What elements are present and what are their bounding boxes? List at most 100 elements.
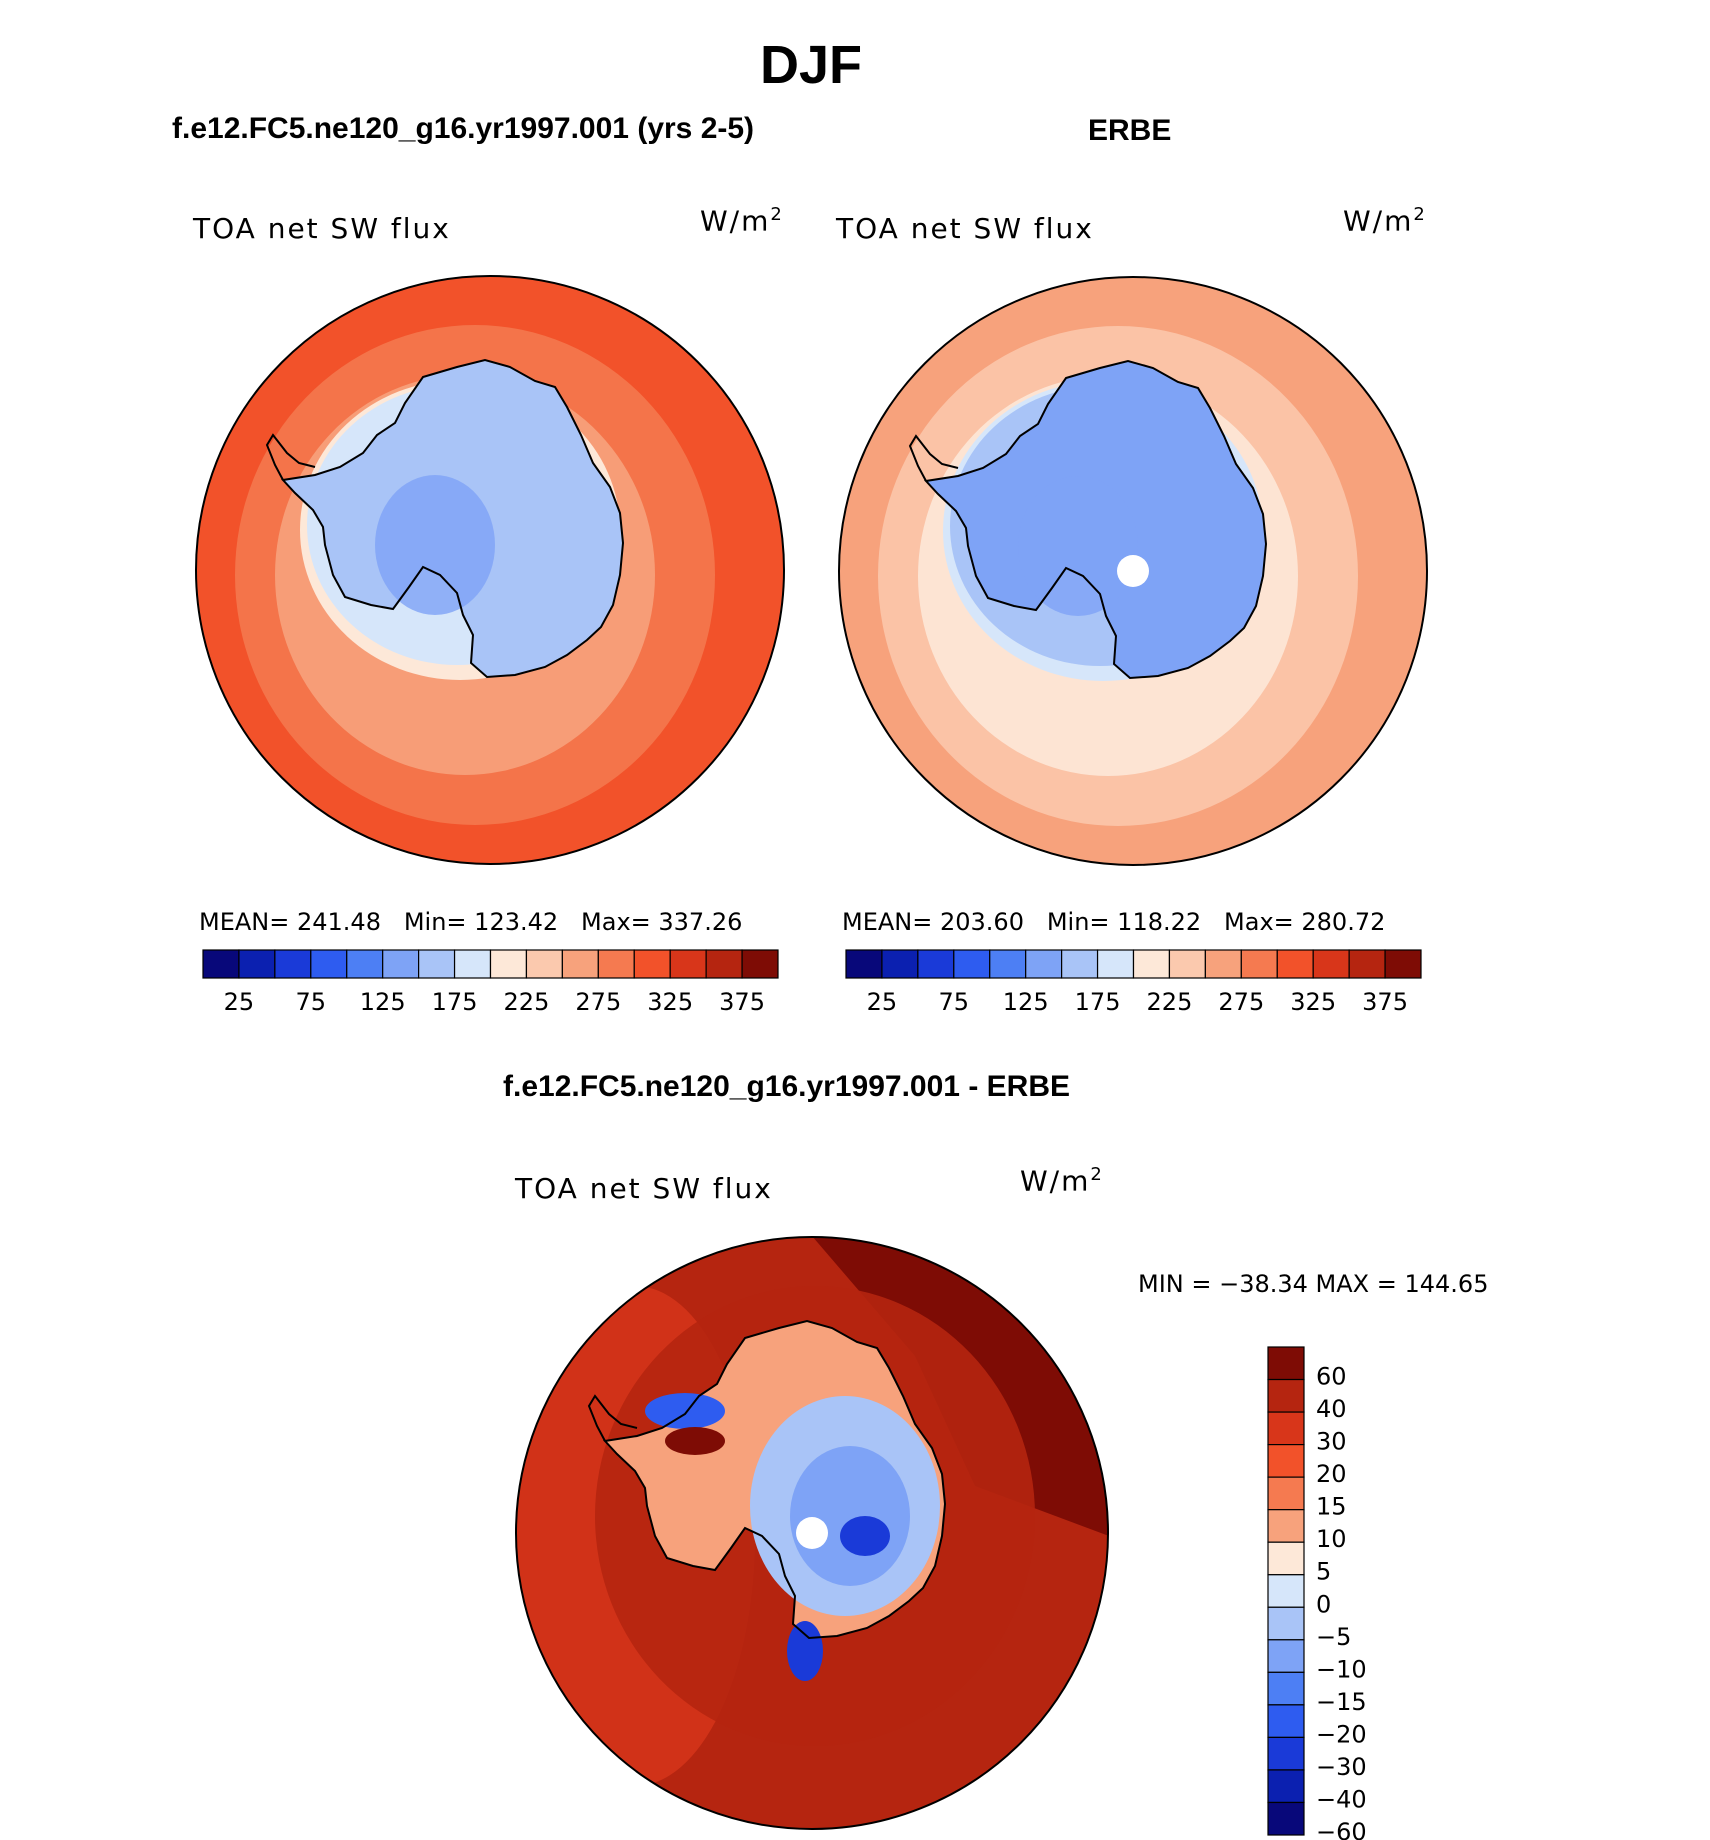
colorbar-box <box>1204 949 1242 979</box>
obs-case-title: ERBE <box>1088 114 1172 147</box>
colorbar-box <box>202 949 240 979</box>
model-stats: MEAN= 241.48 Min= 123.42 Max= 337.26 <box>199 908 743 936</box>
colorbar-tick-label: 275 <box>1218 988 1264 1016</box>
diff-case-title: f.e12.FC5.ne120_g16.yr1997.001 - ERBE <box>503 1070 1070 1103</box>
colorbar-box <box>1267 1671 1305 1706</box>
colorbar-box <box>1267 1541 1305 1576</box>
colorbar-box <box>1267 1769 1305 1804</box>
colorbar-box <box>1025 949 1063 979</box>
colorbar-box <box>1267 1443 1305 1478</box>
colorbar-box <box>1061 949 1099 979</box>
colorbar-box <box>1267 1378 1305 1413</box>
colorbar-tick-label: 325 <box>1290 988 1336 1016</box>
colorbar-box <box>489 949 528 979</box>
colorbar-box <box>1348 949 1386 979</box>
plateau-low <box>1018 476 1138 616</box>
diff-polar-map <box>515 1236 1109 1830</box>
colorbar-box <box>1276 949 1314 979</box>
colorbar-tick-label: 125 <box>1003 988 1049 1016</box>
colorbar-box <box>525 949 563 979</box>
diff-variable-label: TOA net SW flux <box>515 1172 773 1205</box>
colorbar-tick-label: 15 <box>1316 1493 1347 1521</box>
colorbar-box <box>633 949 671 979</box>
colorbar-box <box>597 949 635 979</box>
colorbar-tick-label: 40 <box>1316 1395 1347 1423</box>
season-title: DJF <box>759 35 862 95</box>
diff-peninsula-coastline <box>587 1394 638 1442</box>
diff-weddell-negative <box>645 1393 725 1429</box>
colorbar-box <box>1168 949 1206 979</box>
colorbar-tick-label: 125 <box>360 988 406 1016</box>
colorbar-tick-label: −5 <box>1316 1623 1351 1651</box>
diff-ross-negative <box>787 1621 823 1681</box>
colorbar-tick-label: 225 <box>1147 988 1193 1016</box>
colorbar-tick-label: 60 <box>1316 1363 1347 1391</box>
diff-peninsula-positive <box>665 1427 725 1455</box>
colorbar-tick-label: 375 <box>719 988 765 1016</box>
colorbar-box <box>989 949 1027 979</box>
colorbar-box <box>310 949 348 979</box>
colorbar-box <box>741 949 779 979</box>
colorbar-tick-label: 75 <box>939 988 970 1016</box>
colorbar-tick-label: −15 <box>1316 1688 1367 1716</box>
obs-colorbar: 25 75 125 175 225 275 325 375 <box>845 949 1422 1016</box>
colorbar-tick-label: −30 <box>1316 1753 1367 1781</box>
colorbar-tick-label: −60 <box>1316 1818 1367 1840</box>
diff-pole-gap <box>796 1517 828 1549</box>
colorbar-tick-label: −10 <box>1316 1655 1367 1683</box>
colorbar-box <box>1312 949 1350 979</box>
model-units-label: W/m2 <box>700 204 784 238</box>
colorbar-box <box>274 949 312 979</box>
colorbar-box <box>1384 949 1422 979</box>
colorbar-box <box>1267 1704 1305 1739</box>
colorbar-box <box>705 949 743 979</box>
model-variable-label: TOA net SW flux <box>193 212 451 245</box>
colorbar-box <box>1240 949 1278 979</box>
pole-gap <box>1117 555 1149 587</box>
colorbar-tick-label: 175 <box>432 988 478 1016</box>
colorbar-box <box>453 949 492 979</box>
map-border <box>838 276 1428 866</box>
colorbar-box <box>845 949 883 979</box>
colorbar-tick-label: 375 <box>1362 988 1408 1016</box>
colorbar-tick-label: 20 <box>1316 1460 1347 1488</box>
colorbar-box <box>1267 1736 1305 1771</box>
colorbar-box <box>1267 1476 1305 1511</box>
model-case-title: f.e12.FC5.ne120_g16.yr1997.001 (yrs 2-5) <box>172 112 755 145</box>
colorbar-box <box>1267 1574 1305 1608</box>
colorbar-tick-label: 225 <box>504 988 550 1016</box>
colorbar-box <box>1132 949 1171 979</box>
colorbar-box <box>1267 1639 1305 1673</box>
colorbar-tick-label: 30 <box>1316 1428 1347 1456</box>
obs-polar-map <box>838 276 1428 866</box>
model-colorbar: 25 75 125 175 225 275 325 375 <box>202 949 779 1016</box>
colorbar-box <box>418 949 456 979</box>
colorbar-box <box>238 949 276 979</box>
colorbar-tick-label: 75 <box>296 988 327 1016</box>
colorbar-box <box>1267 1411 1305 1446</box>
diff-plateau-negative <box>790 1446 910 1586</box>
colorbar-tick-label: 5 <box>1316 1558 1331 1586</box>
diff-stats: MIN = −38.34 MAX = 144.65 <box>1138 1270 1489 1298</box>
colorbar-box <box>669 949 707 979</box>
model-polar-map <box>195 275 785 865</box>
diff-units-label: W/m2 <box>1020 1164 1104 1198</box>
colorbar-box <box>382 949 420 979</box>
plateau-low <box>375 475 495 615</box>
colorbar-box <box>1267 1509 1305 1543</box>
colorbar-box <box>561 949 599 979</box>
colorbar-tick-label: −20 <box>1316 1720 1367 1748</box>
colorbar-tick-label: −40 <box>1316 1785 1367 1813</box>
colorbar-tick-label: 275 <box>575 988 621 1016</box>
colorbar-tick-label: 0 <box>1316 1590 1331 1618</box>
colorbar-box <box>1096 949 1135 979</box>
colorbar-tick-label: 25 <box>867 988 898 1016</box>
colorbar-box <box>1267 1606 1305 1641</box>
colorbar-tick-label: 175 <box>1075 988 1121 1016</box>
colorbar-box <box>881 949 919 979</box>
colorbar-box <box>346 949 384 979</box>
diff-map-border <box>515 1236 1109 1830</box>
colorbar-tick-label: 325 <box>647 988 693 1016</box>
peninsula-coastline <box>908 434 959 482</box>
colorbar-box <box>917 949 955 979</box>
